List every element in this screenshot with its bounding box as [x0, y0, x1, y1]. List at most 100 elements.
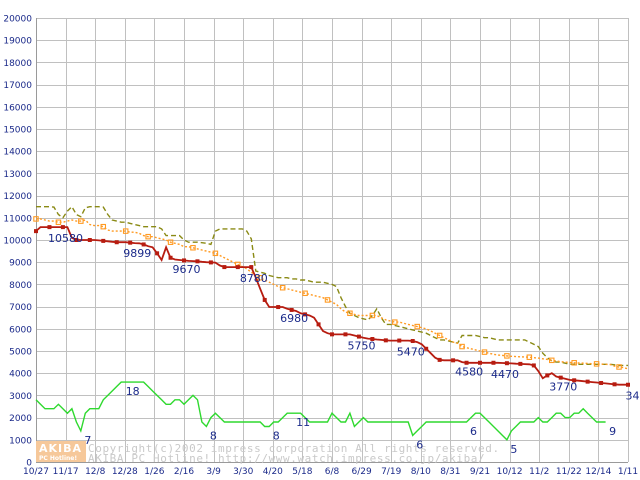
series-marker-average-price — [257, 274, 263, 281]
series-marker-min-price — [518, 361, 523, 366]
x-axis-tick-label: 4/20 — [263, 467, 283, 477]
series-marker-min-price — [222, 265, 227, 270]
watermark-url: AKIBA PC Hotline! http://www.watch.impre… — [88, 452, 485, 465]
series-marker-min-price — [626, 382, 630, 387]
y-axis-tick-label: 2000 — [9, 414, 32, 424]
series-marker-min-price — [155, 251, 160, 256]
y-axis-tick-label: 3000 — [9, 392, 32, 402]
series-marker-average-price — [145, 233, 151, 240]
data-label-min-price: 9899 — [123, 247, 151, 260]
series-marker-min-price — [74, 238, 79, 242]
x-axis-tick-label: 2/16 — [174, 467, 194, 477]
series-marker-min-price — [182, 258, 186, 263]
series-marker-average-price — [55, 219, 62, 225]
series-marker-average-price — [571, 360, 577, 366]
series-marker-average-price — [78, 218, 84, 224]
series-marker-min-price — [572, 378, 577, 383]
x-axis-tick-label: 12/8 — [85, 467, 105, 477]
x-axis-tick-label: 11/17 — [53, 467, 79, 477]
x-axis-tick-label: 1/11 — [618, 467, 638, 477]
data-label-min-price: 3480 — [626, 390, 640, 403]
series-marker-min-price — [168, 255, 173, 260]
series-marker-min-price — [114, 240, 119, 245]
y-axis-tick-label: 12000 — [3, 192, 32, 202]
series-marker-min-price — [303, 312, 308, 317]
x-axis-tick-label: 9/21 — [470, 467, 490, 477]
y-axis-tick-label: 9000 — [9, 259, 32, 269]
series-marker-min-price — [276, 305, 281, 310]
series-marker-average-price — [100, 223, 107, 230]
series-marker-min-price — [424, 346, 429, 351]
series-marker-min-price — [545, 373, 550, 378]
data-label-min-price: 6980 — [280, 312, 308, 325]
series-marker-average-price — [122, 228, 129, 234]
series-marker-min-price — [491, 360, 496, 365]
data-label-min-price: 4470 — [491, 368, 519, 381]
akiba-logo-text: AKIBA — [39, 442, 82, 455]
series-marker-average-price — [616, 364, 622, 370]
series-marker-min-price — [504, 361, 509, 366]
x-axis-tick-label: 3/30 — [233, 467, 253, 477]
series-marker-min-price — [612, 382, 617, 387]
x-axis-tick-label: 6/8 — [325, 467, 340, 477]
series-marker-average-price — [593, 361, 600, 367]
x-axis-tick-label: 10/12 — [497, 467, 523, 477]
data-label-shop-count: 11 — [296, 416, 310, 429]
y-axis-tick-label: 1000 — [9, 436, 32, 446]
y-axis-tick-label: 15000 — [3, 126, 32, 136]
x-axis-tick-label: 3/9 — [206, 467, 221, 477]
series-marker-average-price — [526, 354, 533, 360]
series-marker-min-price — [437, 357, 442, 362]
series-marker-average-price — [347, 310, 353, 317]
y-axis-tick-label: 6000 — [9, 325, 32, 335]
x-axis-tick-label: 11/22 — [556, 467, 582, 477]
series-marker-average-price — [279, 284, 286, 291]
data-label-min-price: 4580 — [455, 365, 483, 378]
data-label-min-price: 9670 — [173, 263, 201, 276]
series-marker-min-price — [410, 339, 415, 344]
data-label-min-price: 8780 — [240, 272, 268, 285]
watermark-copyright: Copyright(c)2002 impress corporation All… — [88, 442, 500, 455]
series-marker-min-price — [101, 238, 106, 243]
x-axis-tick-label: 11/2 — [529, 467, 549, 477]
data-label-shop-count: 18 — [126, 385, 140, 398]
y-axis-tick-label: 4000 — [9, 370, 32, 380]
data-label-shop-count: 8 — [210, 429, 217, 442]
data-label-shop-count: 6 — [416, 438, 423, 451]
series-marker-average-price — [504, 353, 510, 359]
y-axis-tick-label: 14000 — [3, 148, 32, 158]
series-marker-min-price — [208, 260, 213, 265]
x-axis-tick-label: 8/31 — [440, 467, 460, 477]
series-marker-min-price — [316, 322, 321, 327]
akiba-logo-subtext: PC Hotline! — [39, 455, 77, 462]
series-marker-min-price — [558, 375, 563, 380]
y-axis-tick-label: 16000 — [3, 103, 32, 113]
series-marker-min-price — [235, 265, 240, 270]
data-label-min-price: 5750 — [347, 339, 375, 352]
x-axis-tick-label: 1/26 — [144, 467, 164, 477]
series-marker-min-price — [397, 338, 402, 343]
series-marker-average-price — [436, 332, 443, 339]
series-marker-min-price — [128, 240, 133, 245]
series-marker-min-price — [249, 265, 254, 270]
series-marker-min-price — [60, 225, 65, 230]
series-line-shop-count — [35, 381, 606, 441]
data-label-min-price: 5470 — [397, 346, 425, 359]
series-marker-min-price — [141, 242, 146, 247]
series-marker-min-price — [289, 307, 294, 312]
y-axis-tick-label: 20000 — [3, 15, 32, 25]
series-marker-min-price — [478, 360, 482, 365]
series-marker-min-price — [262, 297, 267, 302]
y-axis-tick-label: 8000 — [9, 281, 32, 291]
y-axis-tick-label: 17000 — [3, 81, 32, 91]
y-axis-tick-label: 13000 — [3, 170, 32, 180]
data-label-shop-count: 6 — [470, 425, 477, 438]
series-marker-min-price — [585, 379, 590, 384]
y-axis-tick-label: 11000 — [3, 214, 32, 224]
series-marker-min-price — [343, 332, 348, 337]
series-marker-average-price — [414, 323, 420, 330]
x-axis-tick-label: 8/10 — [411, 467, 431, 477]
x-axis-tick-label: 7/19 — [381, 467, 401, 477]
data-label-shop-count: 7 — [84, 434, 91, 447]
